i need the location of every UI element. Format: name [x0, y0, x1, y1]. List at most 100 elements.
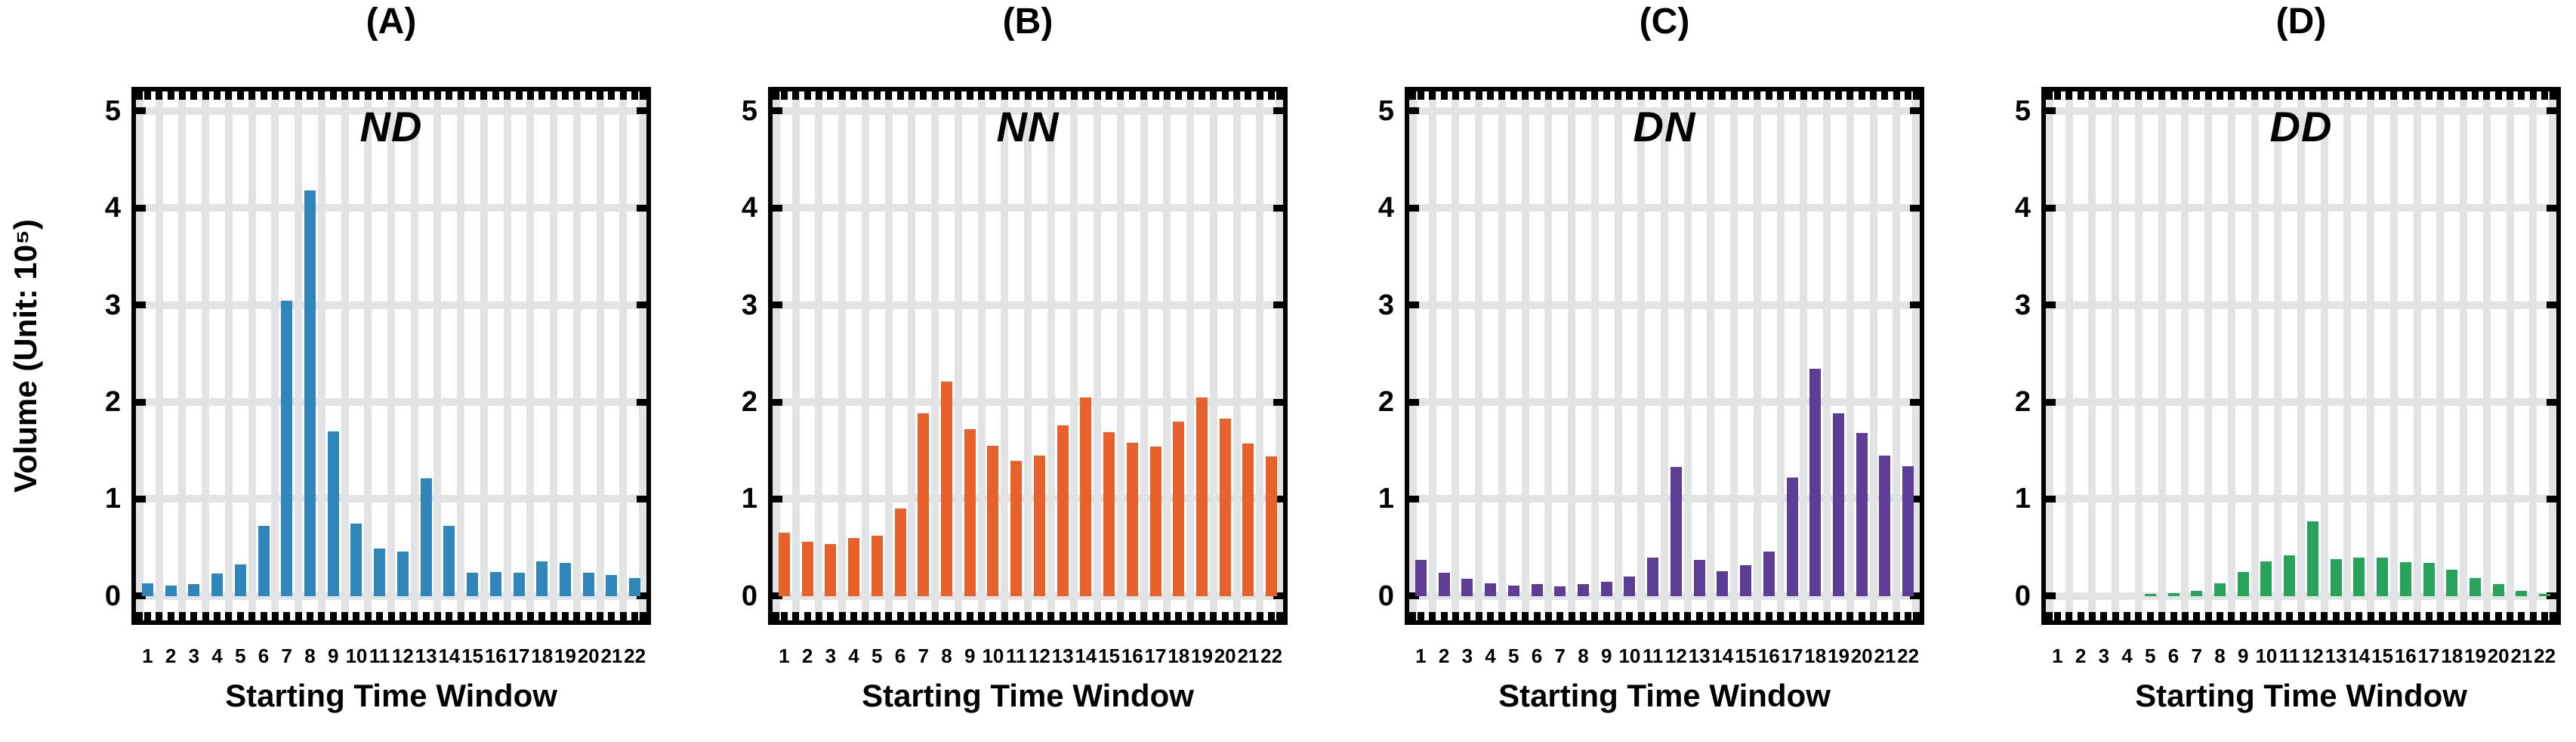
tick-mark-top — [2204, 91, 2212, 100]
tick-mark-top — [2158, 91, 2166, 100]
tick-mark-top — [2193, 91, 2201, 100]
grid-line-vertical — [2065, 91, 2073, 620]
tick-mark-top — [283, 91, 291, 100]
tick-mark-top — [966, 91, 973, 100]
tick-mark-bottom — [2529, 612, 2537, 620]
tick-mark-top — [457, 91, 464, 100]
tick-mark-top — [143, 91, 151, 100]
x-tick-label: 13 — [1051, 645, 1074, 667]
tick-mark-top — [422, 91, 430, 100]
bar — [1414, 560, 1427, 596]
tick-mark-top — [1684, 91, 1692, 100]
tick-mark-left — [136, 398, 146, 406]
tick-mark-bottom — [908, 612, 915, 620]
grid-line-vertical — [1753, 91, 1761, 620]
grid-line-vertical — [1047, 91, 1055, 620]
tick-mark-top — [1707, 91, 1714, 100]
x-tick-label: 12 — [2301, 645, 2324, 667]
tick-mark-top — [1579, 91, 1587, 100]
grid-line-vertical — [639, 91, 646, 620]
tick-mark-bottom — [2343, 612, 2351, 620]
grid-line-vertical — [1094, 91, 1102, 620]
grid-line-horizontal — [1409, 592, 1920, 600]
tick-mark-bottom — [838, 612, 846, 620]
bar — [1033, 455, 1045, 596]
x-tick-label: 18 — [1804, 645, 1827, 667]
tick-mark-top — [1452, 91, 1459, 100]
tick-mark-bottom — [178, 612, 186, 620]
tick-mark-bottom — [2046, 612, 2053, 620]
x-tick-label: 8 — [304, 645, 316, 667]
bar — [2446, 570, 2458, 596]
grid-line-vertical — [1730, 91, 1738, 620]
tick-mark-top — [561, 91, 569, 100]
tick-mark-bottom — [1893, 612, 1900, 620]
grid-line-vertical — [1683, 91, 1692, 620]
tick-mark-top — [931, 91, 939, 100]
tick-mark-top — [2263, 91, 2270, 100]
grid-line-vertical — [2436, 91, 2445, 620]
grid-line-horizontal — [1409, 107, 1920, 115]
tick-mark-top — [908, 91, 915, 100]
x-tick-label: 8 — [941, 645, 952, 667]
tick-mark-top — [1001, 91, 1008, 100]
x-tick-label: 15 — [1735, 645, 1757, 667]
tick-mark-bottom — [2494, 612, 2502, 620]
x-tick-label: 15 — [461, 645, 483, 667]
tick-mark-bottom — [2309, 612, 2316, 620]
panel-inner-label: DD — [2269, 103, 2333, 150]
tick-mark-bottom — [850, 612, 858, 620]
tick-mark-bottom — [1649, 612, 1657, 620]
grid-line-vertical — [1544, 91, 1553, 620]
tick-mark-bottom — [1245, 612, 1252, 620]
x-tick-label: 5 — [235, 645, 246, 667]
tick-mark-bottom — [2541, 612, 2549, 620]
tick-mark-bottom — [2436, 612, 2444, 620]
tick-mark-bottom — [619, 612, 627, 620]
tick-mark-bottom — [1730, 612, 1738, 620]
x-axis-tick-labels: 1 2 3 4 5 6 7 8 9 10 11 12 13 14 15 16 17 18 19 20 21 22 — [1405, 645, 1924, 672]
grid-line-horizontal — [2046, 398, 2556, 406]
tick-mark-top — [631, 91, 639, 100]
tick-mark-top — [1913, 91, 1920, 100]
bar — [1693, 560, 1705, 596]
grid-line-vertical — [1912, 91, 1920, 620]
tick-mark-bottom — [492, 612, 499, 620]
y-tick-label: 4 — [1377, 192, 1394, 224]
tick-mark-top — [480, 91, 488, 100]
tick-mark-bottom — [1881, 612, 1889, 620]
tick-mark-top — [2402, 91, 2409, 100]
grid-line-vertical — [387, 91, 395, 620]
x-tick-label: 7 — [918, 645, 929, 667]
grid-line-vertical — [1428, 91, 1436, 620]
tick-mark-bottom — [1777, 612, 1785, 620]
x-tick-label: 20 — [1850, 645, 1873, 667]
tick-mark-top — [2436, 91, 2444, 100]
tick-mark-bottom — [329, 612, 337, 620]
x-tick-label: 18 — [1168, 645, 1190, 667]
tick-mark-bottom — [2077, 612, 2084, 620]
tick-mark-bottom — [318, 612, 325, 620]
tick-mark-bottom — [2321, 612, 2328, 620]
bar — [1242, 444, 1254, 596]
grid-line-horizontal — [136, 107, 646, 115]
tick-mark-top — [1082, 91, 1090, 100]
tick-mark-bottom — [1429, 612, 1436, 620]
tick-mark-top — [1661, 91, 1668, 100]
x-tick-label: 11 — [2278, 645, 2300, 667]
panel-plot-row: 0 1 2 3 4 5 DD — [1985, 87, 2561, 634]
tick-mark-bottom — [136, 612, 143, 620]
tick-mark-bottom — [2135, 612, 2143, 620]
tick-mark-bottom — [1591, 612, 1599, 620]
x-tick-label: 2 — [2075, 645, 2087, 667]
tick-mark-bottom — [236, 612, 244, 620]
grid-line-vertical — [1893, 91, 1901, 620]
grid-line-vertical — [2112, 91, 2120, 620]
grid-line-vertical — [1186, 91, 1195, 620]
grid-line-vertical — [954, 91, 962, 620]
grid-line-horizontal — [2046, 204, 2556, 212]
grid-line-vertical — [931, 91, 939, 620]
tick-mark-bottom — [608, 612, 615, 620]
tick-mark-bottom — [1626, 612, 1634, 620]
x-tick-label: 4 — [1485, 645, 1496, 667]
